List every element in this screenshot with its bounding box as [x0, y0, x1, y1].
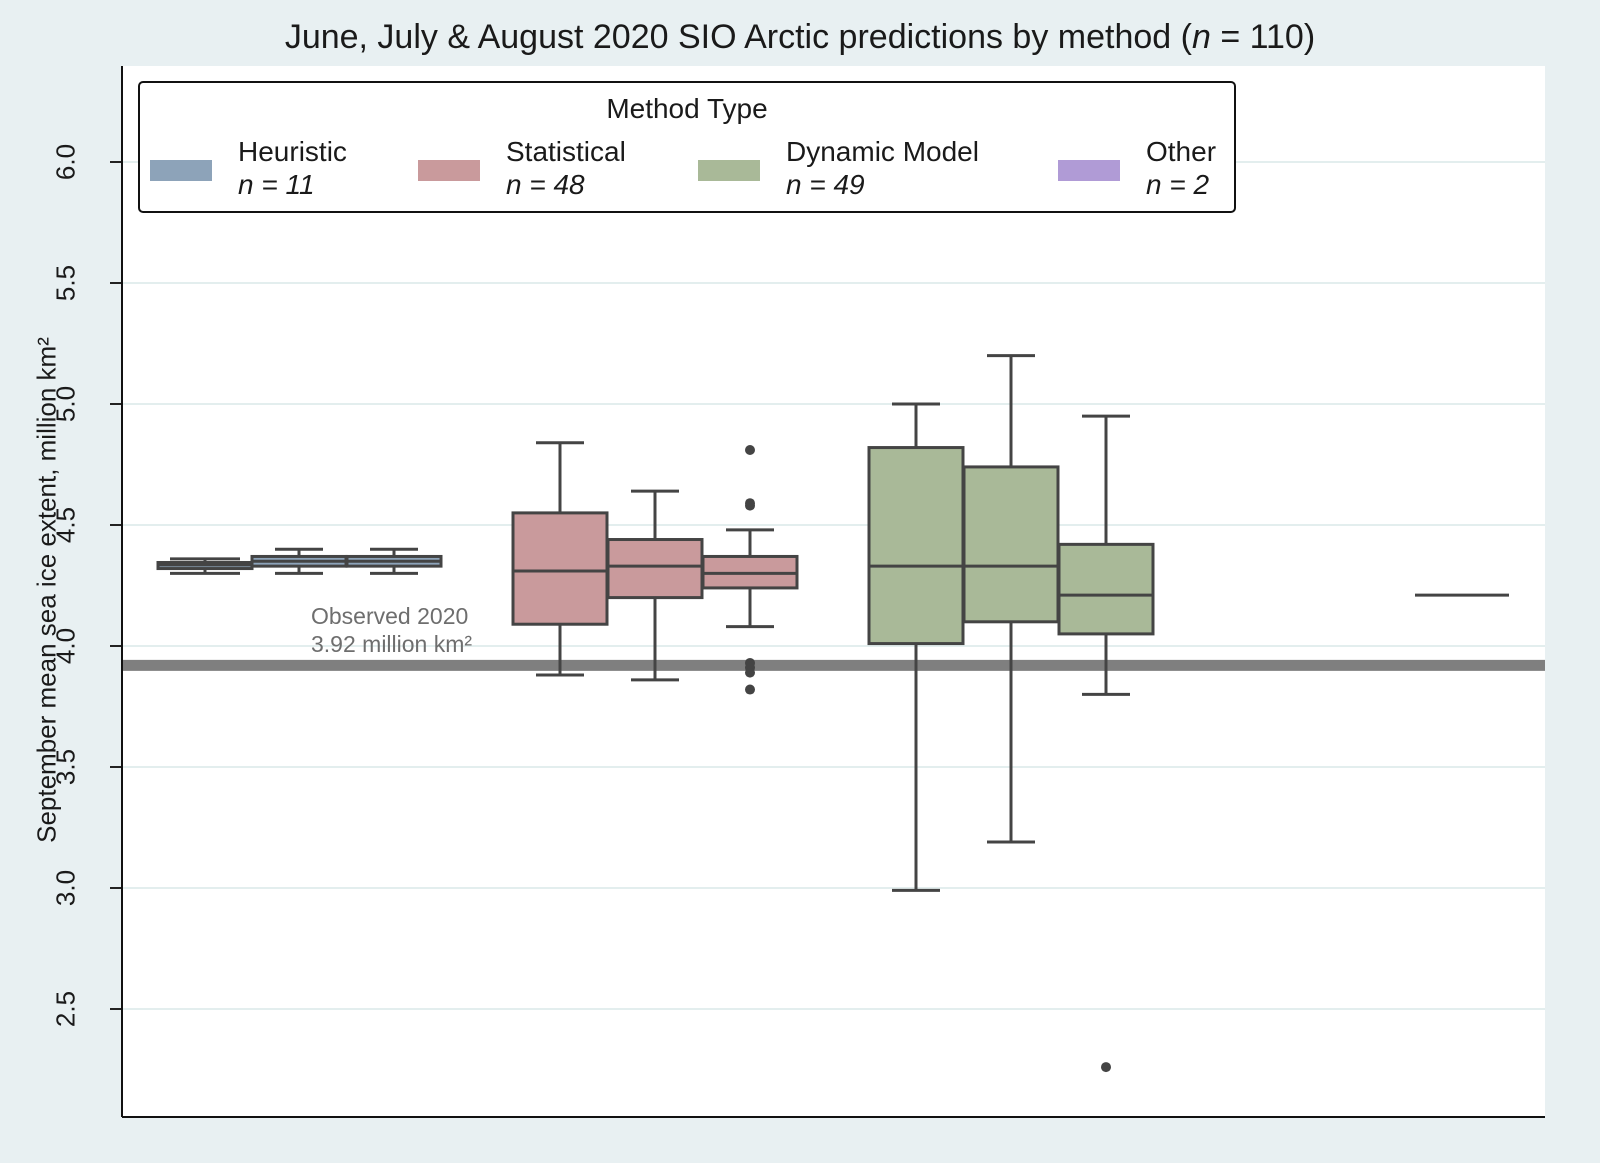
legend-label: Statistical: [506, 136, 626, 167]
y-tick-label: 5.5: [50, 264, 81, 302]
legend-swatch-other: [1058, 160, 1120, 181]
plot-background: [122, 66, 1545, 1117]
outlier-point: [745, 667, 755, 678]
box-iqr: [867, 446, 965, 646]
observed-label-line2: 3.92 million km²: [311, 631, 473, 657]
y-tick-label: 4.0: [50, 627, 81, 665]
box-iqr: [1057, 542, 1155, 636]
legend-count: n = 2: [1146, 169, 1210, 200]
legend: Method Type Heuristic n = 11 Statistical n…: [138, 81, 1236, 213]
box-iqr: [962, 465, 1060, 624]
y-tick-label: 2.5: [50, 990, 81, 1028]
outlier-point: [745, 444, 755, 455]
legend-swatch-statistical: [418, 160, 480, 181]
observed-label-line1: Observed 2020: [311, 603, 469, 629]
legend-count: n = 48: [506, 169, 585, 200]
y-tick-label: 5.0: [50, 385, 81, 423]
y-tick-label: 4.5: [50, 506, 81, 544]
legend-label: Other: [1146, 136, 1217, 167]
y-tick-label: 3.0: [50, 869, 81, 907]
box-iqr: [511, 511, 609, 626]
outlier-point: [745, 500, 755, 511]
legend-title: Method Type: [606, 93, 768, 124]
y-tick-label: 3.5: [50, 748, 81, 786]
y-tick-label: 6.0: [50, 143, 81, 181]
outlier-point: [1101, 1062, 1111, 1073]
box-iqr: [606, 538, 704, 600]
legend-label: Dynamic Model: [786, 136, 979, 167]
legend-swatch-heuristic: [150, 160, 212, 181]
legend-count: n = 49: [786, 169, 865, 200]
legend-label: Heuristic: [238, 136, 347, 167]
chart-title: June, July & August 2020 SIO Arctic pred…: [284, 18, 1316, 56]
legend-count: n = 11: [238, 169, 315, 200]
legend-swatch-dynamic-model: [698, 160, 760, 181]
outlier-point: [745, 684, 755, 695]
observed-annotation: Observed 2020 3.92 million km²: [311, 602, 472, 658]
